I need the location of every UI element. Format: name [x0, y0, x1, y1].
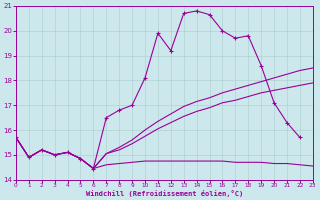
X-axis label: Windchill (Refroidissement éolien,°C): Windchill (Refroidissement éolien,°C): [86, 190, 243, 197]
